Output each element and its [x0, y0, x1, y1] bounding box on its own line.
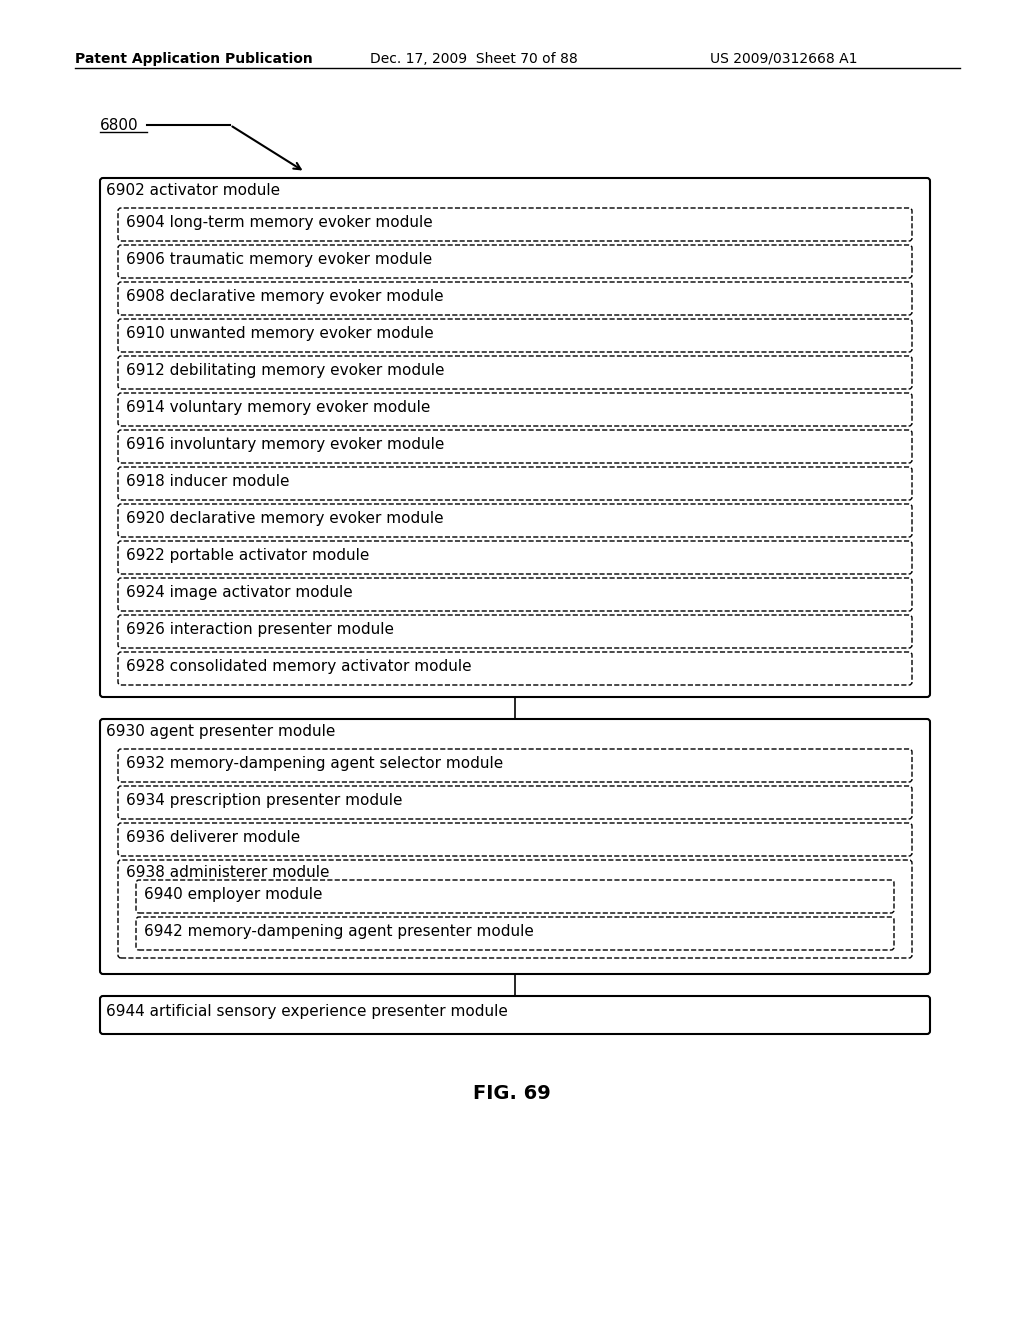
Text: Patent Application Publication: Patent Application Publication [75, 51, 312, 66]
Text: 6908 declarative memory evoker module: 6908 declarative memory evoker module [126, 289, 443, 304]
FancyBboxPatch shape [118, 319, 912, 352]
FancyBboxPatch shape [118, 504, 912, 537]
Text: 6938 administerer module: 6938 administerer module [126, 865, 330, 880]
FancyBboxPatch shape [118, 615, 912, 648]
Text: 6924 image activator module: 6924 image activator module [126, 585, 352, 601]
Text: 6944 artificial sensory experience presenter module: 6944 artificial sensory experience prese… [106, 1005, 508, 1019]
Text: 6918 inducer module: 6918 inducer module [126, 474, 290, 488]
FancyBboxPatch shape [118, 578, 912, 611]
Text: 6800: 6800 [100, 117, 138, 133]
FancyBboxPatch shape [118, 467, 912, 500]
Text: 6932 memory-dampening agent selector module: 6932 memory-dampening agent selector mod… [126, 756, 503, 771]
Text: 6930 agent presenter module: 6930 agent presenter module [106, 723, 336, 739]
FancyBboxPatch shape [118, 246, 912, 279]
FancyBboxPatch shape [118, 209, 912, 242]
FancyBboxPatch shape [136, 917, 894, 950]
Text: 6934 prescription presenter module: 6934 prescription presenter module [126, 793, 402, 808]
Text: FIG. 69: FIG. 69 [473, 1084, 551, 1104]
FancyBboxPatch shape [118, 822, 912, 855]
FancyBboxPatch shape [118, 652, 912, 685]
FancyBboxPatch shape [100, 178, 930, 697]
FancyBboxPatch shape [118, 430, 912, 463]
Text: 6922 portable activator module: 6922 portable activator module [126, 548, 370, 564]
FancyBboxPatch shape [118, 861, 912, 958]
Text: 6942 memory-dampening agent presenter module: 6942 memory-dampening agent presenter mo… [144, 924, 534, 939]
Text: 6906 traumatic memory evoker module: 6906 traumatic memory evoker module [126, 252, 432, 267]
FancyBboxPatch shape [118, 785, 912, 818]
Text: Dec. 17, 2009  Sheet 70 of 88: Dec. 17, 2009 Sheet 70 of 88 [370, 51, 578, 66]
FancyBboxPatch shape [118, 356, 912, 389]
Text: 6916 involuntary memory evoker module: 6916 involuntary memory evoker module [126, 437, 444, 451]
Text: 6910 unwanted memory evoker module: 6910 unwanted memory evoker module [126, 326, 434, 341]
Text: 6936 deliverer module: 6936 deliverer module [126, 830, 300, 845]
Text: 6940 employer module: 6940 employer module [144, 887, 323, 902]
Text: US 2009/0312668 A1: US 2009/0312668 A1 [710, 51, 857, 66]
Text: 6902 activator module: 6902 activator module [106, 183, 281, 198]
Text: 6926 interaction presenter module: 6926 interaction presenter module [126, 622, 394, 638]
Text: 6904 long-term memory evoker module: 6904 long-term memory evoker module [126, 215, 433, 230]
Text: 6920 declarative memory evoker module: 6920 declarative memory evoker module [126, 511, 443, 525]
Text: 6928 consolidated memory activator module: 6928 consolidated memory activator modul… [126, 659, 472, 675]
FancyBboxPatch shape [118, 541, 912, 574]
FancyBboxPatch shape [118, 282, 912, 315]
Text: 6914 voluntary memory evoker module: 6914 voluntary memory evoker module [126, 400, 430, 414]
FancyBboxPatch shape [118, 393, 912, 426]
FancyBboxPatch shape [136, 880, 894, 913]
Text: 6912 debilitating memory evoker module: 6912 debilitating memory evoker module [126, 363, 444, 378]
FancyBboxPatch shape [118, 748, 912, 781]
FancyBboxPatch shape [100, 997, 930, 1034]
FancyBboxPatch shape [100, 719, 930, 974]
